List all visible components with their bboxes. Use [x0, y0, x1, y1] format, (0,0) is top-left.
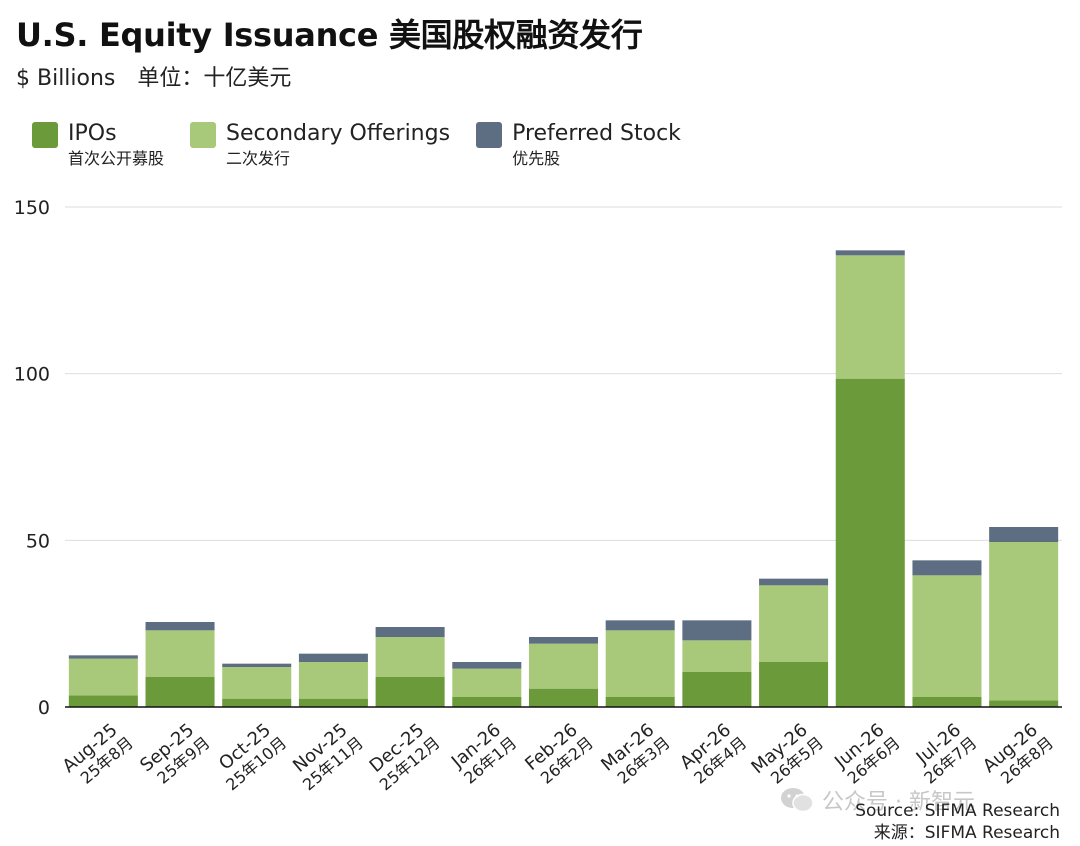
bar-segment-preferred	[759, 578, 829, 586]
unit-label: $ Billions	[16, 66, 116, 91]
bar-segment-secondary	[835, 255, 905, 379]
bar-segment-preferred	[682, 620, 752, 641]
bar-segment-ipos	[222, 698, 292, 707]
bar-segment-ipos	[528, 688, 599, 707]
bar-segment-secondary	[989, 542, 1059, 701]
legend-swatch-secondary	[190, 122, 217, 148]
bar-segment-preferred	[375, 627, 445, 637]
bar-segment-ipos	[452, 697, 522, 707]
bar-segment-ipos	[298, 698, 368, 707]
legend-label-secondary-zh: 二次发行	[226, 149, 291, 168]
y-tick-label: 100	[14, 364, 50, 386]
y-tick-label: 0	[38, 697, 50, 719]
y-tick-label: 150	[14, 197, 50, 219]
bar-segment-secondary	[605, 630, 675, 697]
chart-title: U.S. Equity Issuance 美国股权融资发行	[16, 16, 643, 54]
legend-item-secondary: Secondary Offerings 二次发行	[190, 120, 450, 170]
legend-item-preferred: Preferred Stock 优先股	[476, 120, 681, 170]
bar-segment-secondary	[528, 643, 599, 689]
bar-segment-secondary	[682, 640, 752, 672]
bar-segment-secondary	[298, 662, 368, 699]
bar-segment-preferred	[835, 250, 905, 256]
bar-segment-ipos	[145, 677, 215, 707]
bar-segment-preferred	[605, 620, 675, 631]
source-zh: 来源：SIFMA Research	[873, 823, 1060, 843]
bar-segment-secondary	[68, 658, 138, 696]
legend: IPOs 首次公开募股 Secondary Offerings 二次发行 Pre…	[32, 120, 681, 170]
legend-swatch-ipos	[32, 122, 58, 148]
legend-swatch-preferred	[476, 122, 503, 148]
bar-segment-ipos	[912, 697, 982, 707]
bar-segment-secondary	[759, 585, 829, 662]
bar-segment-secondary	[222, 667, 292, 699]
bar-segment-preferred	[145, 622, 215, 631]
bar-segment-preferred	[298, 653, 368, 662]
bar-segment-ipos	[682, 672, 752, 707]
bar-segment-preferred	[528, 637, 599, 644]
wechat-icon	[781, 788, 814, 813]
unit-label-zh: 单位：十亿美元	[137, 66, 292, 91]
legend-label-secondary: Secondary Offerings	[226, 121, 451, 146]
bar-segment-secondary	[912, 575, 982, 697]
bar-segment-secondary	[145, 630, 215, 677]
bar-segment-ipos	[759, 662, 829, 707]
bar-segment-ipos	[989, 700, 1059, 707]
bar-segment-ipos	[605, 697, 675, 707]
legend-item-ipos: IPOs 首次公开募股	[32, 120, 164, 170]
bar-segment-secondary	[452, 668, 522, 697]
watermark-text: 公众号 · 新智元	[822, 790, 975, 815]
bar-segment-ipos	[835, 378, 905, 707]
source-en: Source: SIFMA Research	[855, 801, 1060, 821]
legend-label-ipos-zh: 首次公开募股	[68, 149, 165, 168]
bar-segment-preferred	[68, 655, 138, 659]
legend-label-ipos: IPOs	[68, 121, 117, 146]
bar-segment-secondary	[375, 637, 445, 677]
legend-label-preferred-zh: 优先股	[512, 149, 561, 168]
bar-segment-preferred	[912, 560, 982, 576]
chart-subtitle: $ Billions 单位：十亿美元	[16, 60, 291, 92]
bar-segment-ipos	[375, 677, 445, 707]
source-note: Source: SIFMA Research 来源：SIFMA Research	[855, 800, 1060, 844]
watermark: 公众号 · 新智元	[780, 784, 975, 816]
bar-segment-preferred	[222, 663, 292, 667]
bar-segment-ipos	[68, 695, 138, 707]
bar-segment-preferred	[452, 662, 522, 669]
y-tick-label: 50	[26, 530, 50, 552]
bar-segment-preferred	[989, 527, 1059, 542]
legend-label-preferred: Preferred Stock	[512, 121, 681, 146]
